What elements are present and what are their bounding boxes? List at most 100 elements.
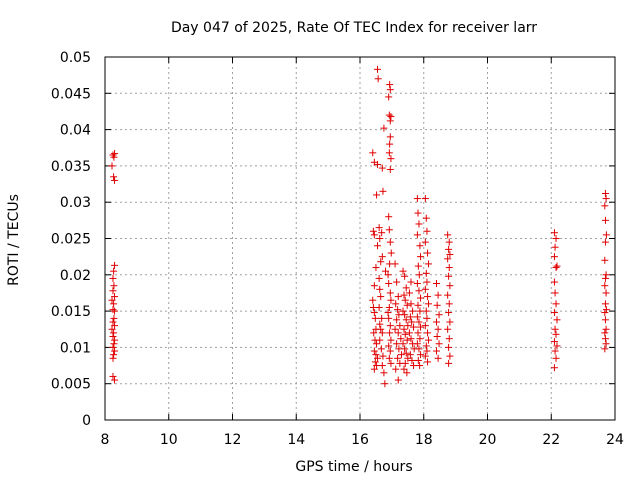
data-point xyxy=(397,335,405,343)
data-point xyxy=(551,325,559,333)
data-point xyxy=(396,322,404,330)
data-point xyxy=(386,347,394,355)
data-point xyxy=(400,365,408,373)
data-point xyxy=(550,338,558,346)
data-point xyxy=(385,149,393,157)
data-point xyxy=(446,282,454,290)
data-point xyxy=(444,291,452,299)
data-point xyxy=(386,140,394,148)
y-tick-label: 0.035 xyxy=(51,159,91,175)
data-point xyxy=(110,173,118,181)
data-point xyxy=(111,150,119,158)
x-tick-label: 24 xyxy=(606,432,624,448)
data-point xyxy=(406,351,414,359)
data-point xyxy=(111,293,119,301)
data-point xyxy=(374,160,382,168)
data-point xyxy=(552,300,560,308)
data-point xyxy=(414,209,422,217)
data-point xyxy=(421,352,429,360)
data-point xyxy=(109,318,117,326)
data-point xyxy=(108,325,116,333)
data-point xyxy=(399,340,407,348)
x-tick-label: 14 xyxy=(287,432,305,448)
data-point xyxy=(407,335,415,343)
data-point xyxy=(404,354,412,362)
data-point xyxy=(601,189,609,197)
data-point xyxy=(401,296,409,304)
data-point xyxy=(387,336,395,344)
data-point xyxy=(402,284,410,292)
data-point xyxy=(402,349,410,357)
data-point xyxy=(415,287,423,295)
data-point xyxy=(387,296,395,304)
data-point xyxy=(401,311,409,319)
data-point xyxy=(385,111,393,119)
data-point xyxy=(374,75,382,83)
data-point xyxy=(386,117,394,125)
data-point xyxy=(601,282,609,290)
y-tick-label: 0.01 xyxy=(60,340,91,356)
y-tick-label: 0.03 xyxy=(60,195,91,211)
data-point xyxy=(552,264,560,272)
data-point xyxy=(372,351,380,359)
data-point xyxy=(110,282,118,290)
data-point xyxy=(387,359,395,367)
data-point xyxy=(444,325,452,333)
data-point xyxy=(375,224,383,232)
data-point xyxy=(374,354,382,362)
data-point xyxy=(384,309,392,317)
data-point xyxy=(369,227,377,235)
data-point xyxy=(401,345,409,353)
data-point xyxy=(378,164,386,172)
data-point xyxy=(421,285,429,293)
data-point xyxy=(373,340,381,348)
data-point xyxy=(377,325,385,333)
data-point xyxy=(370,231,378,239)
data-point xyxy=(414,262,422,270)
data-point xyxy=(386,329,394,337)
data-point xyxy=(377,258,385,266)
data-point xyxy=(446,250,454,258)
data-point xyxy=(376,336,384,344)
data-point xyxy=(424,249,432,257)
data-point xyxy=(445,300,453,308)
data-point xyxy=(403,369,411,377)
data-point xyxy=(417,294,425,302)
data-point xyxy=(109,343,117,351)
data-point xyxy=(602,289,610,297)
data-point xyxy=(602,195,610,203)
data-point xyxy=(387,249,395,257)
data-point xyxy=(385,280,393,288)
data-point xyxy=(108,162,116,170)
data-point xyxy=(381,380,389,388)
data-point xyxy=(425,336,433,344)
data-point xyxy=(378,229,386,237)
data-point xyxy=(551,243,559,251)
data-point xyxy=(416,307,424,315)
data-point xyxy=(370,365,378,373)
data-point xyxy=(416,362,424,370)
data-point xyxy=(413,340,421,348)
data-point xyxy=(416,335,424,343)
data-point xyxy=(434,325,442,333)
data-point xyxy=(369,149,377,157)
data-point xyxy=(417,323,425,331)
data-point xyxy=(386,322,394,330)
data-point xyxy=(602,325,610,333)
data-point xyxy=(423,278,431,286)
data-point xyxy=(370,309,378,317)
data-point xyxy=(403,301,411,309)
data-point xyxy=(403,336,411,344)
data-point xyxy=(370,347,378,355)
data-point xyxy=(386,133,394,141)
data-point xyxy=(445,264,453,272)
data-point xyxy=(109,306,117,314)
data-point xyxy=(553,342,561,350)
y-tick-label: 0.05 xyxy=(60,50,91,66)
data-point xyxy=(408,318,416,326)
data-point xyxy=(422,269,430,277)
data-point xyxy=(413,280,421,288)
data-point xyxy=(601,300,609,308)
data-point xyxy=(415,318,423,326)
